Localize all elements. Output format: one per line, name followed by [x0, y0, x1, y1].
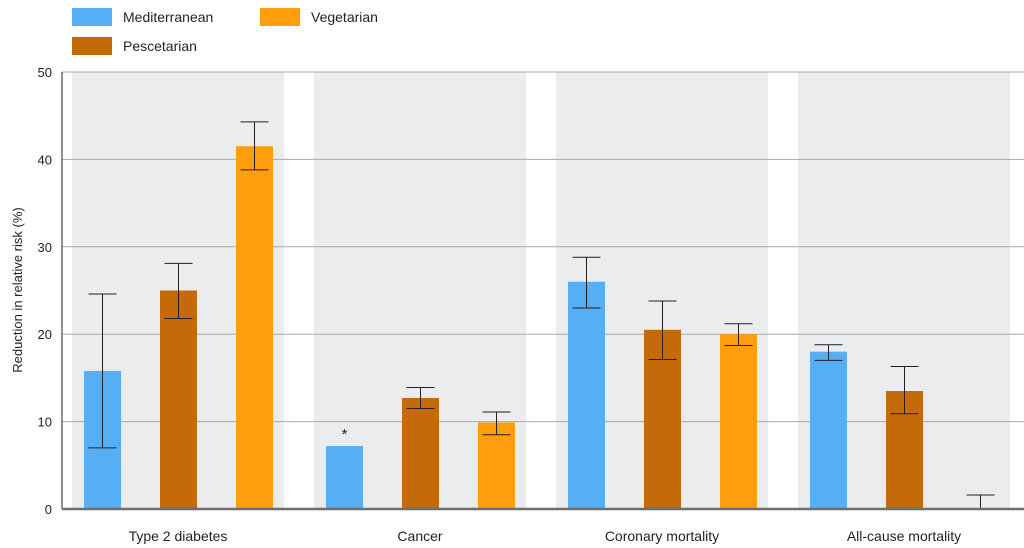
legend-item: Mediterranean	[72, 8, 213, 26]
bars	[84, 146, 923, 510]
error-bars	[88, 121, 995, 509]
y-tick-label: 10	[38, 415, 52, 430]
legend-label: Vegetarian	[311, 9, 378, 25]
bar	[478, 422, 515, 509]
annotations: *	[342, 426, 348, 443]
bar	[720, 334, 757, 509]
bar	[402, 398, 439, 509]
legend-swatch	[72, 8, 112, 26]
y-axis-title: Reduction in relative risk (%)	[10, 207, 25, 372]
y-ticks: 0 10 20 30 40 50	[38, 65, 52, 517]
legend-item: Vegetarian	[260, 8, 378, 26]
legend-swatch	[72, 37, 112, 55]
error-bar	[88, 293, 117, 449]
gridlines	[62, 71, 1024, 423]
x-category-labels: Type 2 diabetes Cancer Coronary mortality A…	[129, 528, 962, 544]
error-bar	[482, 411, 511, 436]
bar	[568, 281, 605, 509]
error-bar	[572, 256, 601, 309]
error-bar	[890, 366, 919, 415]
y-tick-label: 50	[38, 65, 52, 80]
y-tick-label: 20	[38, 327, 52, 342]
y-tick-label: 30	[38, 240, 52, 255]
error-bar	[966, 494, 995, 509]
legend-item: Pescetarian	[72, 37, 197, 55]
y-tick-label: 0	[45, 502, 52, 517]
x-category-label: Cancer	[397, 528, 442, 544]
legend-swatch	[260, 8, 300, 26]
x-category-label: Coronary mortality	[605, 528, 719, 544]
legend: Mediterranean Pescetarian Vegetarian	[72, 8, 378, 55]
error-bar	[406, 387, 435, 409]
error-bar	[648, 300, 677, 361]
legend-label: Mediterranean	[123, 9, 213, 25]
legend-label: Pescetarian	[123, 38, 197, 54]
error-bar	[240, 121, 269, 171]
x-category-label: All-cause mortality	[847, 528, 961, 544]
axes	[61, 72, 1024, 511]
significance-marker: *	[342, 426, 348, 443]
x-category-label: Type 2 diabetes	[129, 528, 228, 544]
y-tick-label: 40	[38, 152, 52, 167]
bar	[236, 146, 273, 510]
bar	[160, 290, 197, 509]
error-bar	[164, 262, 193, 319]
category-bands	[72, 72, 1010, 509]
error-bar	[724, 323, 753, 347]
bar	[326, 446, 363, 509]
error-bar	[814, 344, 843, 361]
bar	[810, 351, 847, 509]
